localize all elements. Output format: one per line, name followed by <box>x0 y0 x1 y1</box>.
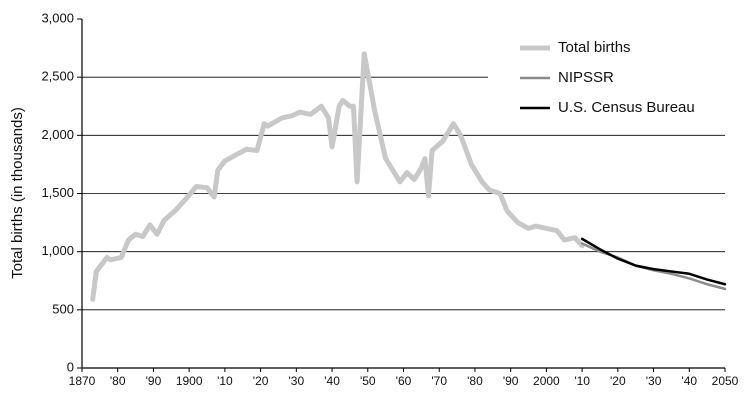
y-tick-label: 2,500 <box>41 69 74 84</box>
x-tick-label: '50 <box>360 374 376 388</box>
x-tick-label: '80 <box>467 374 483 388</box>
x-tick-label: '90 <box>503 374 519 388</box>
legend-label: U.S. Census Bureau <box>558 99 695 116</box>
x-tick-label: 1900 <box>176 374 203 388</box>
x-tick-label: '70 <box>431 374 447 388</box>
x-tick-label: '90 <box>146 374 162 388</box>
y-axis-label: Total births (in thousands) <box>9 107 26 279</box>
x-tick-label: '40 <box>681 374 697 388</box>
y-tick-label: 0 <box>67 359 74 374</box>
x-tick-label: 2050 <box>712 374 739 388</box>
y-tick-label: 2,000 <box>41 127 74 142</box>
x-tick-label: '20 <box>253 374 269 388</box>
x-tick-label: '30 <box>289 374 305 388</box>
x-tick-label: 1870 <box>69 374 96 388</box>
x-tick-label: '20 <box>610 374 626 388</box>
y-tick-label: 1,500 <box>41 185 74 200</box>
y-tick-label: 3,000 <box>41 10 74 25</box>
legend-label: NIPSSR <box>558 69 614 86</box>
legend-label: Total births <box>558 39 631 56</box>
x-tick-label: '10 <box>574 374 590 388</box>
x-tick-label: '60 <box>396 374 412 388</box>
x-tick-label: '30 <box>646 374 662 388</box>
y-tick-label: 1,000 <box>41 243 74 258</box>
x-tick-label: 2000 <box>533 374 560 388</box>
x-tick-label: '40 <box>324 374 340 388</box>
series-line <box>580 237 727 286</box>
x-tick-label: '80 <box>110 374 126 388</box>
series-line <box>90 51 585 302</box>
x-tick-label: '10 <box>217 374 233 388</box>
y-tick-label: 500 <box>52 301 74 316</box>
